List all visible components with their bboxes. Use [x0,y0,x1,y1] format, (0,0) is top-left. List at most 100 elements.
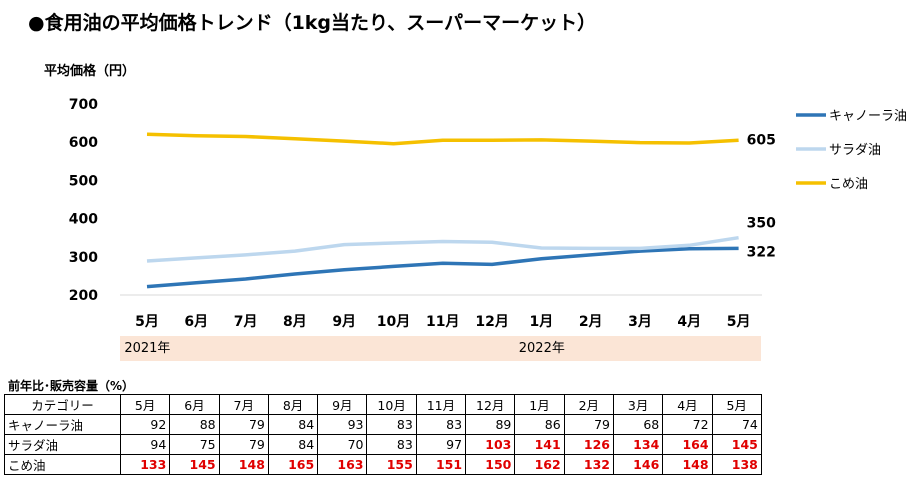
table-value-cell: 84 [267,434,319,455]
legend-label: キャノーラ油 [829,109,907,124]
table-value-cell: 86 [514,414,565,435]
end-label: 350 [747,216,776,232]
table-value-cell: 79 [218,414,269,435]
table-value-cell: 163 [317,454,368,475]
table-header-cell: 8月 [267,394,319,415]
table-value-cell: 83 [366,434,417,455]
y-tick-label: 300 [69,250,98,266]
y-tick-label: 400 [69,212,98,228]
x-tick-label: 12月 [475,314,508,330]
table-value-cell: 94 [119,434,171,455]
page-title: ●食用油の平均価格トレンド（1kg当たり、スーパーマーケット） [28,12,597,34]
table-value-cell: 79 [563,414,614,435]
x-axis-ticks: 5月 6月 7月 8月 9月 10月 11月 12月 1月 2月 3月 4月 5月 [135,314,750,330]
table-row: こめ油 133 145 148 165 163 155 151 150 162 132 146 148 1… [4,454,762,475]
table-header-cell: 12月 [465,394,516,415]
table-value-cell: 150 [465,454,516,475]
table-header-cell: 1月 [514,394,565,415]
table-value-cell: 89 [465,414,516,435]
table-value-cell: 134 [612,434,664,455]
table-value-cell: 83 [415,414,467,435]
table-header-cell: 7月 [218,394,269,415]
series-line-2 [146,132,739,146]
x-tick-label: 7月 [234,314,258,330]
table-header-cell: 6月 [169,394,220,415]
table-category-cell: キャノーラ油 [4,414,121,435]
end-label: 605 [747,132,776,148]
table-value-cell: 97 [415,434,467,455]
table-title: 前年比･販売容量（%） [8,379,135,393]
x-tick-label: 10月 [377,314,410,330]
table-header-cell: カテゴリー [4,394,121,415]
table-header-cell: 5月 [119,394,171,415]
table-header-cell: 3月 [612,394,664,415]
table-value-cell: 68 [612,414,664,435]
x-tick-label: 9月 [332,314,356,330]
table-value-cell: 72 [662,414,713,435]
end-labels: 322 350 605 [747,132,776,260]
table-header-cell: 9月 [317,394,368,415]
table-header-row: カテゴリー 5月 6月 7月 8月 9月 10月 11月 12月 1月 2月 3月 4月 5月 [4,394,762,415]
x-tick-label: 6月 [184,314,208,330]
table-value-cell: 70 [317,434,368,455]
table-header-cell: 4月 [662,394,713,415]
x-tick-label: 2月 [579,314,603,330]
table-value-cell: 145 [711,434,762,455]
x-tick-label: 4月 [677,314,701,330]
table-header-cell: 11月 [415,394,467,415]
table-value-cell: 145 [169,454,220,475]
table-value-cell: 133 [119,454,171,475]
y-axis-label: 平均価格（円） [44,64,136,79]
table-row: サラダ油 94 75 79 84 70 83 97 103 141 126 134 164 145 [4,434,762,455]
table-value-cell: 74 [711,414,762,435]
x-tick-label: 3月 [628,314,652,330]
x-tick-label: 5月 [727,314,751,330]
series-line-0 [146,246,739,289]
end-label: 322 [747,244,776,260]
table-value-cell: 132 [563,454,614,475]
table-value-cell: 148 [218,454,269,475]
series-line-1 [146,235,739,263]
table-value-cell: 165 [267,454,319,475]
legend-label: こめ油 [829,177,868,192]
table-value-cell: 75 [169,434,220,455]
x-tick-label: 11月 [426,314,459,330]
price-trend-chart: 200 300 400 500 600 700 5月 6月 7月 8月 9月 10月 11月 12月 1月… [69,97,907,330]
year-band: 2022年 [514,336,762,361]
series-lines [146,132,739,289]
table-value-cell: 79 [218,434,269,455]
y-tick-label: 500 [69,173,98,189]
table-header-cell: 5月 [711,394,762,415]
table-value-cell: 138 [711,454,762,475]
table-value-cell: 84 [267,414,319,435]
sales-ratio-table: カテゴリー 5月 6月 7月 8月 9月 10月 11月 12月 1月 2月 3月 4月 5月 キャノーラ… [4,394,762,475]
table-value-cell: 146 [612,454,664,475]
x-tick-label: 5月 [135,314,159,330]
table-category-cell: サラダ油 [4,434,121,455]
table-value-cell: 155 [366,454,417,475]
table-header-cell: 2月 [563,394,614,415]
x-tick-label: 1月 [530,314,554,330]
y-axis-ticks: 200 300 400 500 600 700 [69,97,98,304]
table-category-cell: こめ油 [4,454,121,475]
table-value-cell: 92 [119,414,171,435]
y-tick-label: 700 [69,97,98,113]
table-row: キャノーラ油 92 88 79 84 93 83 83 89 86 79 68 72 74 [4,414,762,435]
table-value-cell: 83 [366,414,417,435]
table-value-cell: 151 [415,454,467,475]
table-value-cell: 88 [169,414,220,435]
year-band: 2021年 [120,336,515,361]
table-value-cell: 103 [465,434,516,455]
table-value-cell: 148 [662,454,713,475]
table-value-cell: 164 [662,434,713,455]
y-tick-label: 600 [69,135,98,151]
table-header-cell: 10月 [366,394,417,415]
table-value-cell: 126 [563,434,614,455]
legend-label: サラダ油 [829,143,881,158]
table-value-cell: 162 [514,454,565,475]
y-tick-label: 200 [69,288,98,304]
table-value-cell: 141 [514,434,565,455]
table-value-cell: 93 [317,414,368,435]
x-tick-label: 8月 [283,314,307,330]
